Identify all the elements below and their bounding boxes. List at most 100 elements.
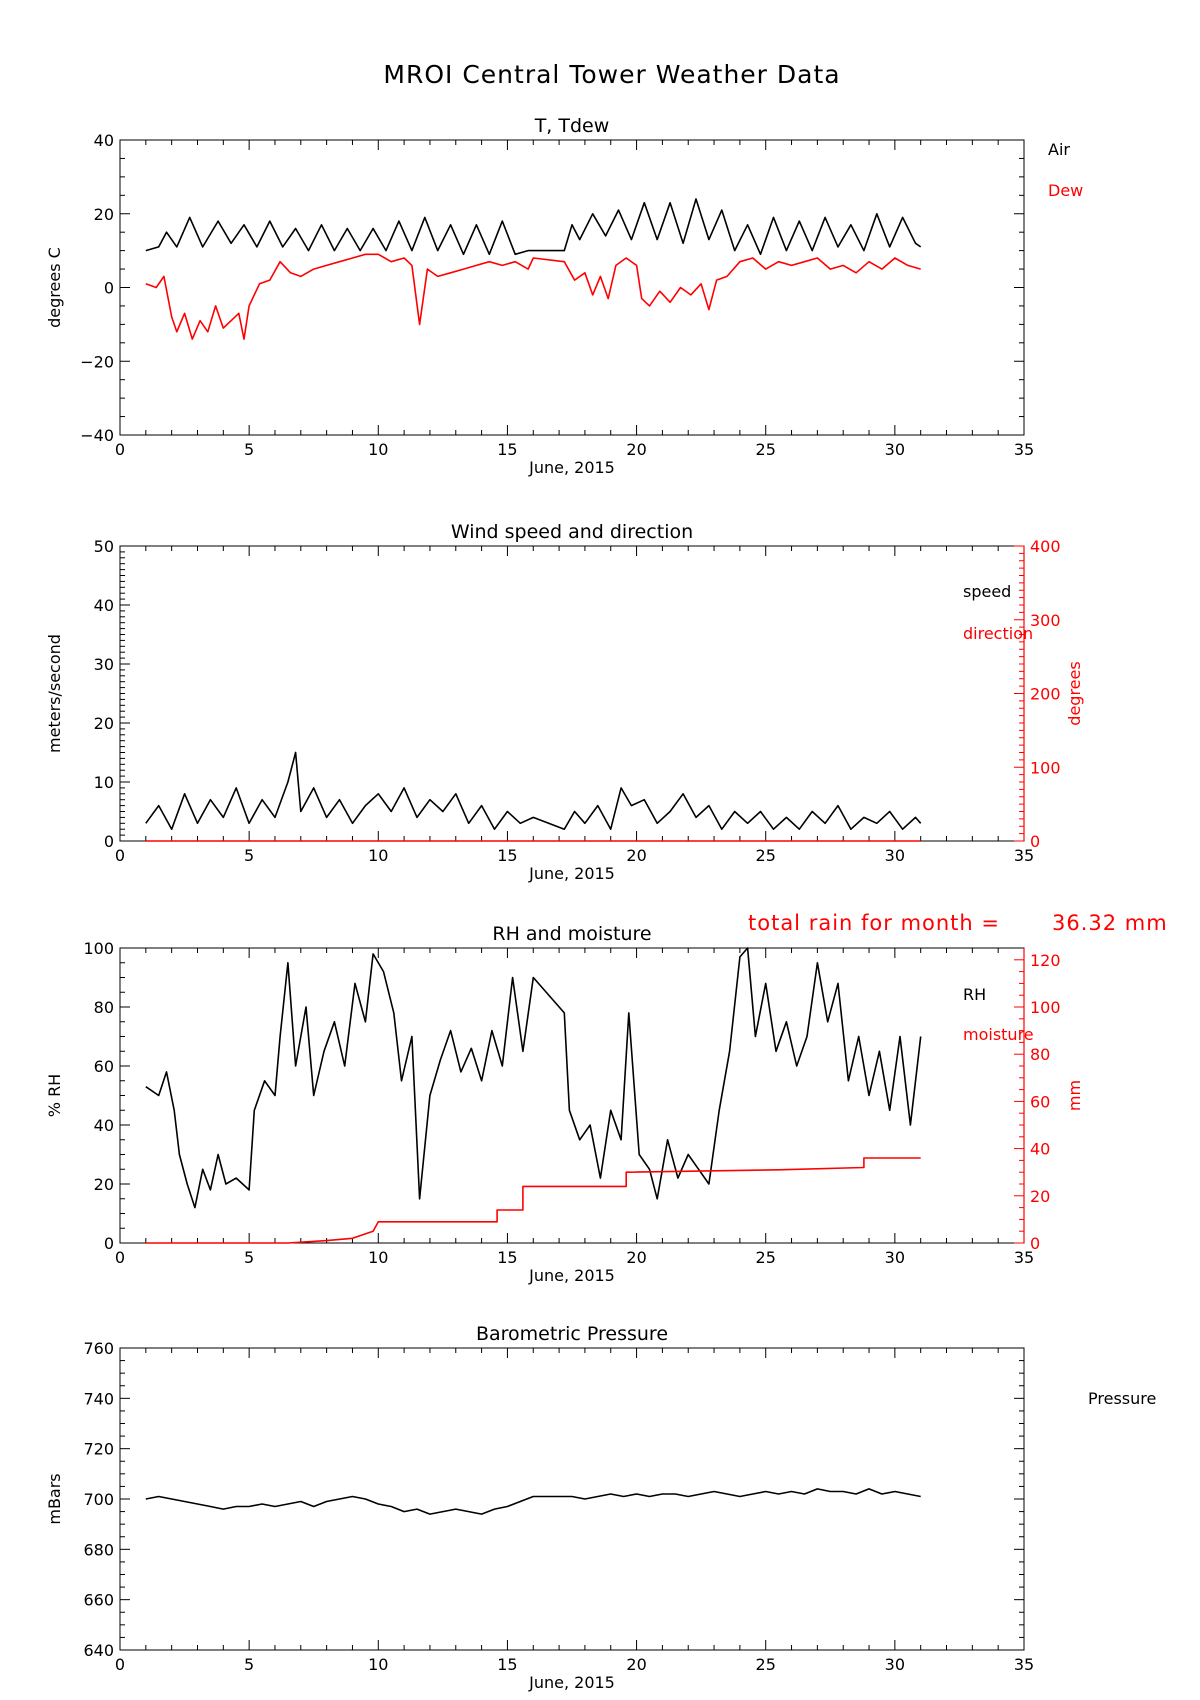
y-tick-label: 10 (94, 773, 114, 792)
y-tick-label: 40 (94, 131, 114, 150)
x-tick-label: 30 (885, 1655, 905, 1674)
y-tick-label: 60 (94, 1057, 114, 1076)
x-tick-label: 5 (244, 1248, 254, 1267)
x-tick-label: 35 (1014, 1655, 1034, 1674)
x-tick-label: 25 (756, 1655, 776, 1674)
chart-panels: T, Tdew 0 5 10 15 20 25 30 35 June, 2015 −40 −20 0 20… (45, 115, 1156, 1692)
y-tick-label: 640 (83, 1641, 114, 1660)
y2-tick-label: 400 (1030, 537, 1061, 556)
x-tick-label: 30 (885, 1248, 905, 1267)
y-axis-title: % RH (45, 1074, 64, 1117)
x-tick-label: 20 (626, 1248, 646, 1267)
x-tick-label: 35 (1014, 1248, 1034, 1267)
chart-panel-3: RH and moisture 0 5 10 15 20 25 30 35 June, 2015 0… (45, 923, 1084, 1285)
y-tick-label: 700 (83, 1490, 114, 1509)
y2-tick-label: 100 (1030, 998, 1061, 1017)
panel-title: Wind speed and direction (451, 521, 693, 543)
y-axis-title: mBars (45, 1473, 64, 1524)
x-tick-label: 30 (885, 440, 905, 459)
y-axis-title: degrees C (45, 247, 64, 328)
x-tick-label: 25 (756, 440, 776, 459)
y2-tick-label: 200 (1030, 685, 1061, 704)
figure-title: MROI Central Tower Weather Data (383, 60, 840, 89)
x-tick-label: 10 (368, 846, 388, 865)
series-line-speed (145, 751, 922, 831)
y2-tick-label: 100 (1030, 758, 1061, 777)
x-axis-title: June, 2015 (528, 458, 615, 477)
y-tick-label: 50 (94, 537, 114, 556)
chart-panel-2: Wind speed and direction 0 5 10 15 20 25 30 35 Ju… (45, 521, 1084, 883)
x-tick-label: 0 (115, 1655, 125, 1674)
y2-tick-label: 80 (1030, 1045, 1050, 1064)
y2-tick-label: 20 (1030, 1187, 1050, 1206)
legend-entry: Pressure (1088, 1389, 1156, 1408)
y-tick-label: 0 (104, 1234, 114, 1253)
x-tick-label: 20 (626, 846, 646, 865)
y2-tick-label: 120 (1030, 951, 1061, 970)
panel-title: T, Tdew (534, 115, 610, 137)
y-tick-label: 760 (83, 1339, 114, 1358)
x-tick-label: 0 (115, 1248, 125, 1267)
x-axis-title: June, 2015 (528, 1266, 615, 1285)
legend-entry: speed (963, 582, 1011, 601)
y-tick-label: 20 (94, 1175, 114, 1194)
x-tick-label: 10 (368, 440, 388, 459)
rain-total-value: 36.32 mm (1052, 911, 1168, 935)
x-tick-label: 15 (497, 1655, 517, 1674)
x-tick-label: 20 (626, 1655, 646, 1674)
x-tick-label: 10 (368, 1248, 388, 1267)
y-tick-label: 80 (94, 998, 114, 1017)
legend-entry: RH (963, 985, 986, 1004)
x-tick-label: 15 (497, 440, 517, 459)
x-tick-label: 0 (115, 846, 125, 865)
chart-panel-1: T, Tdew 0 5 10 15 20 25 30 35 June, 2015 −40 −20 0 20… (45, 115, 1083, 477)
y2-tick-label: 0 (1030, 832, 1040, 851)
x-axis-title: June, 2015 (528, 1673, 615, 1692)
x-tick-label: 5 (244, 1655, 254, 1674)
x-tick-label: 25 (756, 1248, 776, 1267)
rain-total-note: total rain for month = 36.32 mm (748, 911, 1168, 935)
y2-tick-label: 60 (1030, 1092, 1050, 1111)
x-tick-label: 15 (497, 1248, 517, 1267)
y2-tick-label: 0 (1030, 1234, 1040, 1253)
x-tick-label: 10 (368, 1655, 388, 1674)
x-tick-label: 35 (1014, 846, 1034, 865)
y-tick-label: 660 (83, 1591, 114, 1610)
y-tick-label: 0 (104, 279, 114, 298)
panel-title: RH and moisture (492, 923, 651, 945)
series-line-pressure (145, 1488, 921, 1515)
x-tick-label: 15 (497, 846, 517, 865)
series-line-air (145, 198, 922, 256)
series-line-rh (145, 947, 922, 1209)
y-tick-label: 720 (83, 1440, 114, 1459)
rain-total-label: total rain for month = (748, 911, 1000, 935)
y-tick-label: 680 (83, 1540, 114, 1559)
x-axis-title: June, 2015 (528, 864, 615, 883)
y-tick-label: 40 (94, 596, 114, 615)
series-line-moisture (145, 1157, 921, 1244)
legend-entry: direction (963, 624, 1033, 643)
legend-entry: moisture (963, 1025, 1034, 1044)
y-tick-label: 20 (94, 205, 114, 224)
x-tick-label: 5 (244, 440, 254, 459)
y-tick-label: 40 (94, 1116, 114, 1135)
y-tick-label: 30 (94, 655, 114, 674)
x-tick-label: 0 (115, 440, 125, 459)
x-tick-label: 20 (626, 440, 646, 459)
y-tick-label: 0 (104, 832, 114, 851)
y2-axis-title: degrees (1065, 661, 1084, 725)
x-tick-label: 5 (244, 846, 254, 865)
panel-title: Barometric Pressure (476, 1323, 668, 1345)
chart-panel-4: Barometric Pressure 0 5 10 15 20 25 30 35 June, 2… (45, 1323, 1156, 1692)
x-tick-label: 35 (1014, 440, 1034, 459)
y-tick-label: 740 (83, 1389, 114, 1408)
legend-entry: Dew (1048, 181, 1083, 200)
y2-tick-label: 300 (1030, 611, 1061, 630)
y-axis-title: meters/second (45, 634, 64, 753)
y-tick-label: 100 (83, 939, 114, 958)
series-line-dew (145, 253, 921, 340)
legend-entry: Air (1048, 140, 1070, 159)
y-tick-label: −20 (80, 352, 114, 371)
